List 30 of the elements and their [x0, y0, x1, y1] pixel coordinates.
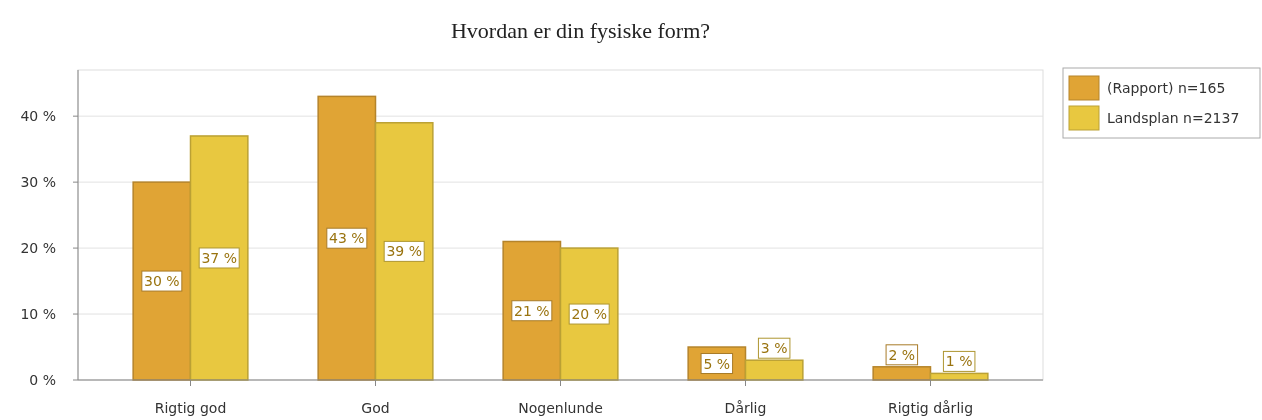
- legend-label: Landsplan n=2137: [1107, 110, 1240, 126]
- data-label: 30 %: [144, 273, 180, 290]
- y-tick-label: 40 %: [20, 108, 56, 125]
- data-label: 37 %: [201, 249, 237, 266]
- x-tick-label: Nogenlunde: [518, 400, 603, 416]
- bar: [374, 122, 434, 381]
- bar: [189, 135, 249, 381]
- bar: [559, 247, 619, 381]
- data-label: 3 %: [760, 340, 788, 357]
- chart-title: Hvordan er din fysiske form?: [450, 18, 711, 43]
- y-tick-label: 10 %: [20, 306, 56, 323]
- bar: [744, 359, 804, 381]
- y-tick-label: 20 %: [20, 240, 56, 257]
- x-tick-label: God: [361, 400, 390, 416]
- x-tick-label: Rigtig dårlig: [887, 400, 974, 416]
- y-tick-label: 0 %: [29, 372, 56, 388]
- data-label: 43 %: [329, 230, 365, 247]
- bar: [132, 181, 192, 381]
- x-tick-label: Dårlig: [724, 400, 767, 416]
- data-label: 5 %: [703, 355, 731, 372]
- bar: [502, 240, 562, 381]
- legend-label: (Rapport) n=165: [1107, 80, 1226, 96]
- bar: [317, 95, 377, 381]
- data-label: 21 %: [514, 302, 550, 319]
- data-label: 2 %: [888, 346, 916, 363]
- data-label: 20 %: [571, 306, 607, 323]
- x-tick-label: Rigtig god: [154, 400, 227, 416]
- y-tick-label: 30 %: [20, 174, 56, 191]
- data-label: 1 %: [945, 353, 973, 370]
- data-label: 39 %: [386, 243, 422, 260]
